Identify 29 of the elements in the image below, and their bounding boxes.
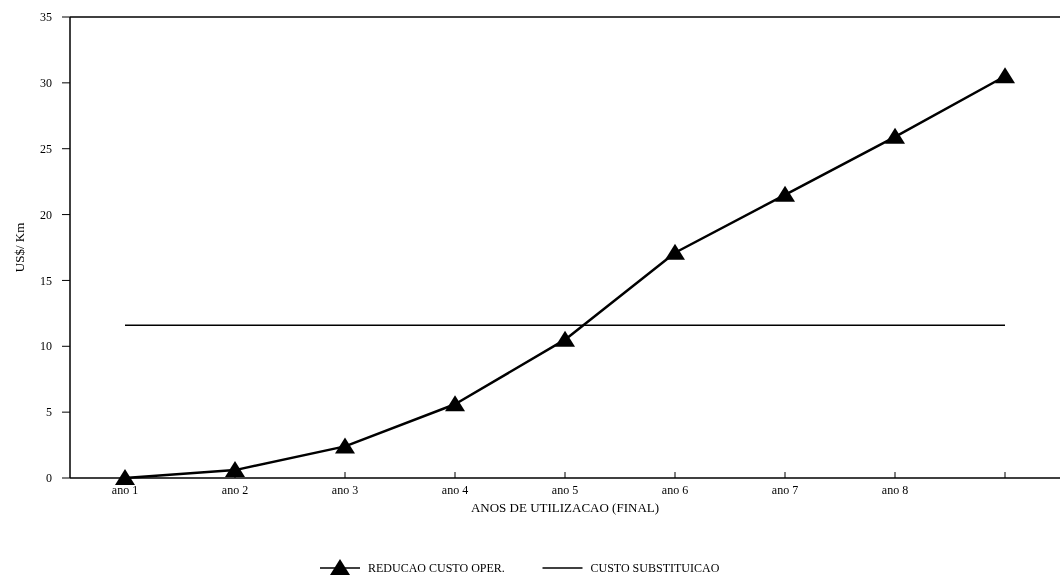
point — [555, 330, 575, 347]
y-tick-label: 25 — [40, 141, 52, 156]
point — [225, 461, 245, 478]
y-tick-label: 35 — [40, 10, 52, 25]
y-tick-label: 0 — [46, 471, 52, 486]
point — [775, 185, 795, 202]
point — [995, 67, 1015, 84]
x-tick-label: ano 4 — [441, 483, 469, 497]
x-tick-label: ano 8 — [881, 483, 909, 497]
legend-label: REDUCAO CUSTO OPER. — [368, 561, 505, 576]
point — [665, 243, 685, 260]
y-axis-title: US$/ Km — [12, 222, 27, 273]
legend-label: CUSTO SUBSTITUICAO — [590, 561, 720, 576]
x-tick-label: ano 7 — [771, 483, 799, 497]
x-tick-label: ano 2 — [221, 483, 249, 497]
point — [445, 395, 465, 412]
x-tick-label: ano 1 — [111, 483, 139, 497]
point — [885, 127, 905, 144]
y-tick-label: 15 — [40, 273, 52, 288]
x-axis-title: ANOS DE UTILIZACAO (FINAL) — [470, 500, 660, 515]
x-tick-label: ano 3 — [331, 483, 359, 497]
y-tick-label: 10 — [40, 339, 52, 354]
x-tick-label: ano 5 — [551, 483, 579, 497]
y-tick-label: 5 — [46, 405, 52, 420]
point — [335, 437, 355, 454]
point — [115, 469, 135, 485]
y-tick-label: 30 — [40, 76, 52, 91]
x-tick-label: ano 6 — [661, 483, 689, 497]
y-tick-label: 20 — [40, 207, 52, 222]
